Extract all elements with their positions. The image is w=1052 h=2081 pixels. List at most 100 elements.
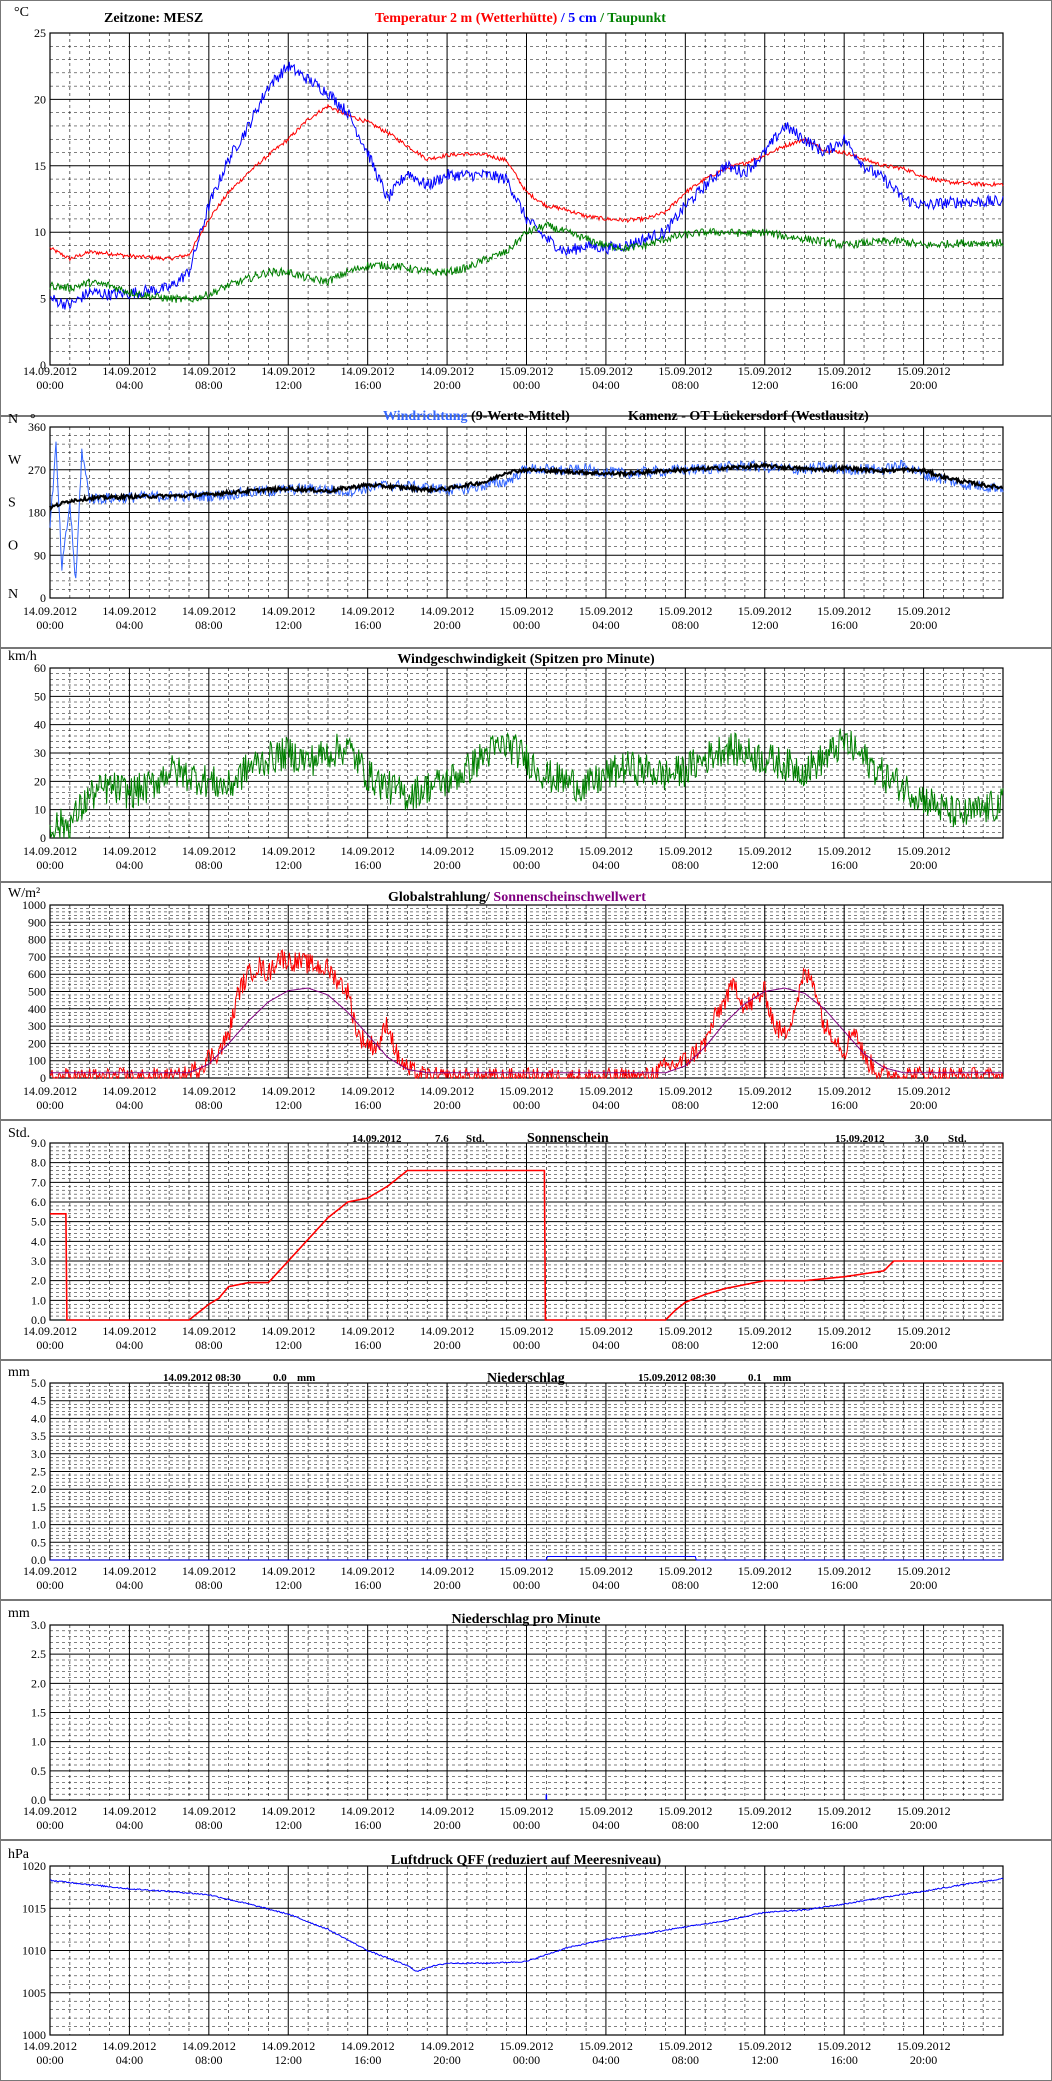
x-tick-date: 14.09.2012 (182, 1324, 236, 1338)
x-tick-date: 15.09.2012 (897, 844, 951, 858)
x-tick-time: 16:00 (830, 1578, 857, 1592)
series-line-0 (50, 1169, 1003, 1321)
x-tick-date: 14.09.2012 (102, 1324, 156, 1338)
x-tick-date: 14.09.2012 (261, 1804, 315, 1818)
chart-temperature: 051015202514.09.201200:0014.09.201204:00… (14, 5, 1004, 392)
x-tick-time: 16:00 (830, 378, 857, 392)
x-tick-date: 14.09.2012 (23, 1564, 77, 1578)
x-tick-time: 12:00 (275, 378, 302, 392)
y-unit-label: °C (14, 5, 29, 20)
x-tick-time: 12:00 (751, 1578, 778, 1592)
x-tick-time: 20:00 (433, 1818, 460, 1832)
x-tick-time: 04:00 (592, 1338, 619, 1352)
x-tick-time: 04:00 (116, 2053, 143, 2067)
y-tick-label: 1.0 (31, 1735, 46, 1749)
station-name: Kamenz - OT Lückersdorf (Westlausitz) (628, 409, 869, 424)
y-tick-label: 900 (28, 915, 46, 929)
x-tick-time: 08:00 (672, 858, 699, 872)
x-tick-time: 08:00 (672, 1818, 699, 1832)
summary-date: 15.09.2012 (835, 1133, 885, 1145)
title-rest: (9-Werte-Mittel) (468, 409, 571, 424)
chart-sunshine: 0.0 1.0 2.0 3.0 4.0 5.0 6.0 7.0 8.0 9.0 14.09.2012… (8, 1126, 1004, 1352)
x-tick-date: 15.09.2012 (658, 364, 712, 378)
y-unit-label: mm (8, 1365, 30, 1380)
x-tick-date: 15.09.2012 (817, 364, 871, 378)
x-tick-time: 00:00 (36, 1578, 63, 1592)
x-tick-time: 08:00 (195, 858, 222, 872)
x-tick-date: 14.09.2012 (261, 844, 315, 858)
x-tick-date: 15.09.2012 (579, 1564, 633, 1578)
x-tick-date: 15.09.2012 (500, 364, 554, 378)
y-tick-label: 3.0 (31, 1254, 46, 1268)
x-tick-date: 15.09.2012 (658, 844, 712, 858)
x-tick-date: 14.09.2012 (23, 364, 77, 378)
x-tick-date: 14.09.2012 (102, 1804, 156, 1818)
y-tick-label: 600 (28, 967, 46, 981)
x-tick-time: 00:00 (513, 1818, 540, 1832)
y-tick-label: 20 (34, 92, 46, 106)
x-tick-time: 08:00 (195, 1338, 222, 1352)
x-tick-date: 15.09.2012 (658, 1084, 712, 1098)
summary-unit: mm (773, 1372, 791, 1384)
x-tick-time: 16:00 (830, 2053, 857, 2067)
y-tick-label: 5.0 (31, 1376, 46, 1390)
x-tick-date: 14.09.2012 (182, 1804, 236, 1818)
y-tick-label: 400 (28, 1002, 46, 1016)
title-part: / (557, 11, 568, 26)
x-tick-time: 12:00 (751, 378, 778, 392)
chart-precipitation: 0.0 0.5 1.0 1.5 2.0 2.5 3.0 3.5 4.0 4.5 5.0 14.09.2… (8, 1365, 1004, 1592)
y-tick-label: 15 (34, 159, 46, 173)
x-tick-date: 14.09.2012 (420, 604, 474, 618)
chart-wind_direction: 09018027036014.09.201200:0014.09.201204:… (8, 409, 1004, 632)
y-tick-label: 3.0 (31, 1447, 46, 1461)
x-tick-time: 20:00 (433, 1338, 460, 1352)
y-tick-label: 0 (40, 591, 46, 605)
x-tick-time: 00:00 (513, 2053, 540, 2067)
x-tick-date: 15.09.2012 (579, 1804, 633, 1818)
y-tick-label: 700 (28, 950, 46, 964)
x-tick-time: 16:00 (830, 858, 857, 872)
y-tick-label: 3.0 (31, 1618, 46, 1632)
x-tick-time: 00:00 (36, 858, 63, 872)
y-tick-label: 200 (28, 1036, 46, 1050)
x-tick-date: 15.09.2012 (500, 1324, 554, 1338)
x-tick-date: 14.09.2012 (420, 844, 474, 858)
x-tick-date: 14.09.2012 (23, 1804, 77, 1818)
y-tick-label: 0 (40, 358, 46, 372)
x-tick-time: 20:00 (433, 2053, 460, 2067)
series-line-0 (49, 948, 1004, 1080)
chart-title: Niederschlag pro Minute (451, 1612, 600, 1627)
y-tick-label: 0.0 (31, 1553, 46, 1567)
x-tick-time: 08:00 (195, 1098, 222, 1112)
x-tick-date: 15.09.2012 (500, 604, 554, 618)
x-tick-time: 00:00 (513, 1338, 540, 1352)
x-tick-date: 14.09.2012 (182, 1084, 236, 1098)
x-tick-time: 20:00 (910, 378, 937, 392)
x-tick-date: 15.09.2012 (658, 1324, 712, 1338)
y-tick-label: 800 (28, 933, 46, 947)
x-tick-date: 14.09.2012 (23, 1324, 77, 1338)
x-tick-date: 14.09.2012 (420, 1084, 474, 1098)
y-tick-label: 30 (34, 746, 46, 760)
y-tick-label: 0.0 (31, 1793, 46, 1807)
y-tick-label: 2.5 (31, 1465, 46, 1479)
x-tick-date: 15.09.2012 (817, 1564, 871, 1578)
x-tick-date: 14.09.2012 (261, 1324, 315, 1338)
x-tick-date: 14.09.2012 (102, 604, 156, 618)
x-tick-time: 08:00 (672, 618, 699, 632)
x-tick-date: 14.09.2012 (261, 2039, 315, 2053)
y-tick-label: 4.5 (31, 1394, 46, 1408)
summary-value: 0.0 (273, 1372, 287, 1384)
y-tick-label: 1.5 (31, 1706, 46, 1720)
series-line-0 (49, 728, 1004, 839)
y-tick-label: 360 (28, 420, 46, 434)
x-tick-time: 16:00 (830, 618, 857, 632)
summary-unit: Std. (466, 1133, 485, 1145)
chart-title: Windgeschwindigkeit (Spitzen pro Minute) (397, 652, 655, 667)
x-tick-date: 15.09.2012 (738, 604, 792, 618)
x-tick-date: 14.09.2012 (341, 364, 395, 378)
y-tick-label: 0.5 (31, 1764, 46, 1778)
x-tick-date: 14.09.2012 (341, 1084, 395, 1098)
x-tick-time: 00:00 (36, 1098, 63, 1112)
